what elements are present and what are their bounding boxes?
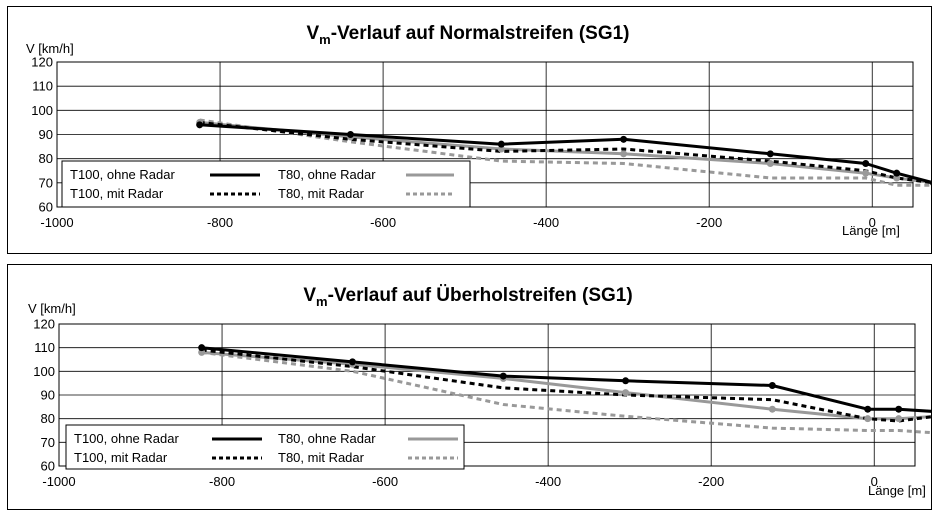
series-line-t100-ohne xyxy=(201,346,931,413)
series-line-t80-mit xyxy=(201,350,931,435)
data-point-t100-ohne xyxy=(497,140,505,148)
data-point-t100-ohne xyxy=(862,160,870,167)
data-point-t100-ohne xyxy=(196,121,204,129)
y-tick-labels: 60 70 80 90 100 110 120 xyxy=(31,55,53,215)
data-point-t80-ohne xyxy=(766,160,774,167)
y-tick-label: 100 xyxy=(31,103,53,118)
data-point-t100-ohne xyxy=(620,135,628,143)
legend-label-t80-ohne: T80, ohne Radar xyxy=(278,167,376,182)
data-point-t100-ohne xyxy=(198,344,206,352)
chart-title: Vm-Verlauf auf Überholstreifen (SG1) xyxy=(303,285,632,309)
y-tick-label: 80 xyxy=(39,151,53,166)
chart-svg-normalstreifen: Vm-Verlauf auf Normalstreifen (SG1) V [k… xyxy=(26,23,931,238)
data-point-t100-ohne xyxy=(895,405,903,413)
legend-label-t100-mit: T100, mit Radar xyxy=(74,450,168,465)
series-line-t80-ohne xyxy=(201,350,931,421)
data-point-t80-ohne xyxy=(622,389,630,397)
y-tick-label: 60 xyxy=(41,459,55,474)
x-tick-label: -400 xyxy=(535,474,561,489)
series-line-t80-mit xyxy=(199,118,931,187)
title-rest: -Verlauf auf Überholstreifen (SG1) xyxy=(328,285,633,306)
legend-label-t100-ohne: T100, ohne Radar xyxy=(74,431,179,446)
x-tick-labels: -1000 -800 -600 -400 -200 0 xyxy=(42,474,877,489)
title-subscript: m xyxy=(319,32,331,47)
legend: T100, ohne Radar T100, mit Radar T80, oh… xyxy=(61,160,471,208)
legend-label-t100-mit: T100, mit Radar xyxy=(70,186,164,201)
chart-panel-ueberholstreifen: Vm-Verlauf auf Überholstreifen (SG1) V [… xyxy=(7,264,932,510)
y-tick-label: 120 xyxy=(31,55,53,70)
legend-label-t80-mit: T80, mit Radar xyxy=(278,450,365,465)
x-tick-label: -200 xyxy=(698,474,724,489)
y-tick-label: 70 xyxy=(41,435,55,450)
x-axis-label: Länge [m] xyxy=(868,483,926,498)
title-rest: -Verlauf auf Normalstreifen (SG1) xyxy=(331,23,630,44)
x-axis-label: Länge [m] xyxy=(842,223,900,238)
y-tick-label: 90 xyxy=(41,388,55,403)
data-point-t100-ohne xyxy=(768,382,776,390)
series-layer xyxy=(196,118,931,187)
y-tick-label: 100 xyxy=(33,364,55,379)
legend-box xyxy=(65,424,465,470)
data-point-t80-ohne xyxy=(862,169,870,177)
y-tick-labels: 60 70 80 90 100 110 120 xyxy=(33,317,55,474)
x-tick-label: -600 xyxy=(372,474,398,489)
data-point-t80-ohne xyxy=(893,174,901,182)
chart-title: Vm-Verlauf auf Normalstreifen (SG1) xyxy=(306,23,629,47)
data-point-t100-ohne xyxy=(346,131,354,138)
data-point-t100-ohne xyxy=(348,358,356,366)
legend: T100, ohne Radar T100, mit Radar T80, oh… xyxy=(65,424,465,470)
chart-panel-normalstreifen: Vm-Verlauf auf Normalstreifen (SG1) V [k… xyxy=(7,6,932,254)
x-tick-label: -400 xyxy=(533,215,559,230)
data-point-t80-ohne xyxy=(497,145,505,153)
legend-label-t80-mit: T80, mit Radar xyxy=(278,186,365,201)
x-tick-label: -200 xyxy=(696,215,722,230)
series-line-t100-mit xyxy=(201,348,931,423)
y-tick-label: 60 xyxy=(39,200,53,215)
x-tick-label: -800 xyxy=(209,474,235,489)
data-point-t100-ohne xyxy=(766,150,774,158)
series-line-t100-ohne xyxy=(199,123,931,184)
x-tick-label: -1000 xyxy=(40,215,73,230)
title-subscript: m xyxy=(316,294,328,309)
chart-svg-ueberholstreifen: Vm-Verlauf auf Überholstreifen (SG1) V [… xyxy=(28,285,931,498)
data-point-t100-ohne xyxy=(622,377,630,385)
data-point-t100-ohne xyxy=(929,180,931,186)
data-point-t80-ohne xyxy=(620,150,628,158)
y-tick-label: 80 xyxy=(41,411,55,426)
y-tick-label: 90 xyxy=(39,127,53,142)
legend-label-t80-ohne: T80, ohne Radar xyxy=(278,431,376,446)
x-tick-label: -800 xyxy=(207,215,233,230)
x-tick-label: 0 xyxy=(869,215,876,230)
x-tick-label: 0 xyxy=(871,474,878,489)
data-point-t80-ohne xyxy=(864,415,872,423)
title-main: V xyxy=(306,23,319,44)
data-point-t100-ohne xyxy=(893,169,901,177)
y-tick-label: 110 xyxy=(32,79,53,94)
y-tick-label: 120 xyxy=(33,317,55,332)
y-axis-label: V [km/h] xyxy=(28,301,76,316)
x-tick-label: -600 xyxy=(370,215,396,230)
title-main: V xyxy=(303,285,316,306)
data-point-t80-ohne xyxy=(768,405,776,413)
legend-box xyxy=(61,160,471,208)
y-tick-label: 110 xyxy=(34,340,55,355)
data-point-t100-ohne xyxy=(499,372,507,380)
y-axis-label: V [km/h] xyxy=(26,41,74,56)
data-point-t100-ohne xyxy=(864,405,872,413)
y-tick-label: 70 xyxy=(39,175,53,190)
series-layer xyxy=(198,344,931,435)
x-tick-labels: -1000 -800 -600 -400 -200 0 xyxy=(40,215,875,230)
legend-label-t100-ohne: T100, ohne Radar xyxy=(70,167,175,182)
x-tick-label: -1000 xyxy=(42,474,75,489)
series-line-t100-mit xyxy=(199,120,931,184)
data-point-t80-ohne xyxy=(895,415,903,423)
